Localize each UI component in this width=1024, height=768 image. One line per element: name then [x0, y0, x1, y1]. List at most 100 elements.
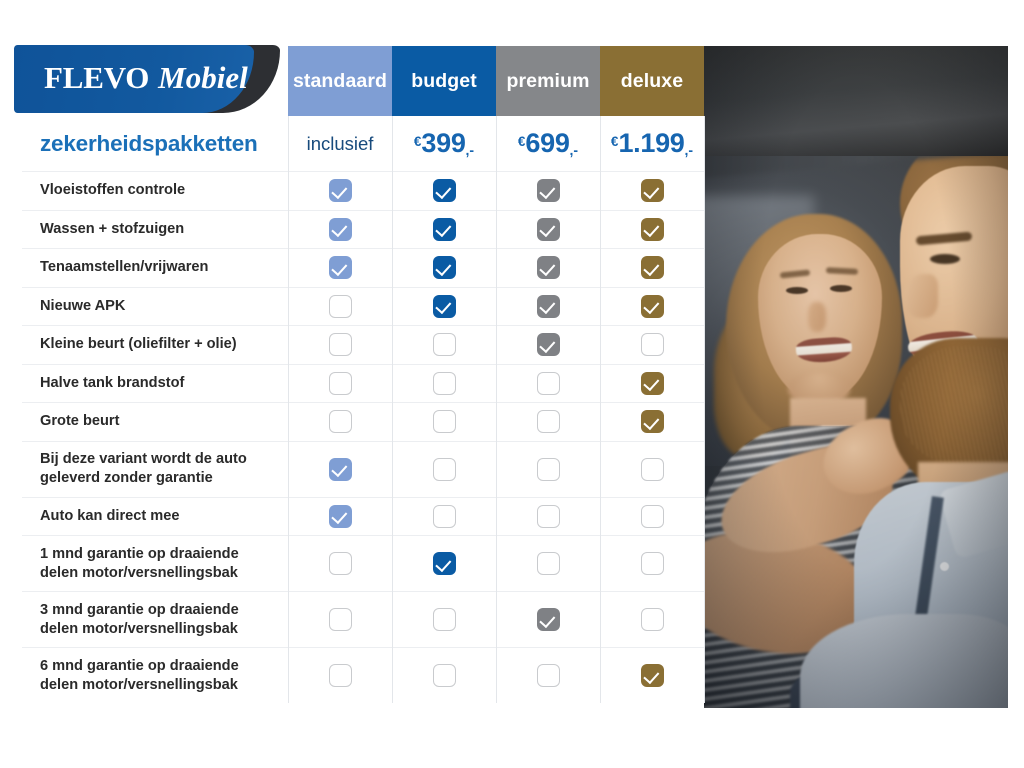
feature-cell-budget[interactable] [391, 440, 496, 497]
checkbox-unchecked-icon[interactable] [328, 608, 352, 631]
checkbox-unchecked-icon[interactable] [328, 664, 352, 687]
column-header-deluxe[interactable]: deluxe [600, 46, 704, 116]
checkbox-checked-icon[interactable] [640, 256, 664, 280]
feature-cell-premium[interactable] [495, 440, 600, 497]
checkbox-checked-icon[interactable] [432, 294, 456, 318]
checkbox-checked-icon[interactable] [640, 294, 664, 318]
feature-cell-budget[interactable] [391, 535, 496, 592]
checkbox-checked-icon[interactable] [536, 333, 560, 357]
checkbox-unchecked-icon[interactable] [328, 294, 352, 318]
feature-cell-standaard[interactable] [287, 535, 392, 592]
checkbox-unchecked-icon[interactable] [536, 664, 560, 687]
checkbox-unchecked-icon[interactable] [432, 410, 456, 434]
checkbox-unchecked-icon[interactable] [640, 457, 664, 481]
checkbox-checked-icon[interactable] [328, 217, 352, 241]
checkbox-unchecked-icon[interactable] [640, 552, 664, 575]
checkbox-unchecked-icon[interactable] [432, 504, 456, 528]
checkbox-checked-icon[interactable] [328, 504, 352, 528]
checkbox-unchecked-icon[interactable] [432, 333, 456, 357]
feature-cell-premium[interactable] [495, 363, 600, 403]
checkbox-unchecked-icon[interactable] [640, 333, 664, 357]
feature-cell-deluxe[interactable] [599, 440, 705, 497]
checkbox-checked-icon[interactable] [328, 179, 352, 203]
checkbox-checked-icon[interactable] [328, 457, 352, 481]
feature-cell-deluxe[interactable] [599, 171, 705, 210]
feature-cell-standaard[interactable] [287, 647, 392, 703]
checkbox-unchecked-icon[interactable] [432, 664, 456, 687]
feature-cell-deluxe[interactable] [599, 363, 705, 403]
feature-cell-standaard[interactable] [287, 171, 392, 210]
checkbox-unchecked-icon[interactable] [432, 371, 456, 395]
checkbox-unchecked-icon[interactable] [536, 504, 560, 528]
checkbox-unchecked-icon[interactable] [328, 552, 352, 575]
feature-cell-deluxe[interactable] [599, 591, 705, 648]
feature-cell-deluxe[interactable] [599, 325, 705, 364]
feature-cell-premium[interactable] [495, 325, 600, 364]
checkbox-checked-icon[interactable] [536, 256, 560, 280]
checkbox-checked-icon[interactable] [432, 179, 456, 203]
feature-cell-budget[interactable] [391, 591, 496, 648]
checkbox-unchecked-icon[interactable] [536, 410, 560, 434]
checkbox-checked-icon[interactable] [640, 217, 664, 241]
checkbox-unchecked-icon[interactable] [432, 608, 456, 631]
feature-cell-premium[interactable] [495, 171, 600, 210]
feature-cell-standaard[interactable] [287, 209, 392, 249]
checkbox-checked-icon[interactable] [536, 608, 560, 631]
feature-cell-premium[interactable] [495, 248, 600, 287]
column-header-budget[interactable]: budget [392, 46, 496, 116]
feature-cell-budget[interactable] [391, 248, 496, 287]
feature-cell-budget[interactable] [391, 209, 496, 249]
feature-cell-standaard[interactable] [287, 591, 392, 648]
checkbox-checked-icon[interactable] [536, 179, 560, 203]
feature-cell-standaard[interactable] [287, 286, 392, 326]
feature-cell-premium[interactable] [495, 209, 600, 249]
checkbox-unchecked-icon[interactable] [328, 371, 352, 395]
feature-cell-deluxe[interactable] [599, 402, 705, 441]
feature-cell-deluxe[interactable] [599, 496, 705, 536]
feature-cell-deluxe[interactable] [599, 647, 705, 703]
feature-cell-premium[interactable] [495, 402, 600, 441]
checkbox-unchecked-icon[interactable] [640, 608, 664, 631]
checkbox-unchecked-icon[interactable] [536, 457, 560, 481]
checkbox-checked-icon[interactable] [536, 217, 560, 241]
feature-cell-deluxe[interactable] [599, 286, 705, 326]
checkbox-unchecked-icon[interactable] [328, 410, 352, 434]
column-header-premium[interactable]: premium [496, 46, 600, 116]
feature-cell-budget[interactable] [391, 171, 496, 210]
feature-cell-premium[interactable] [495, 647, 600, 703]
feature-cell-budget[interactable] [391, 402, 496, 441]
feature-cell-standaard[interactable] [287, 363, 392, 403]
checkbox-unchecked-icon[interactable] [536, 371, 560, 395]
checkbox-checked-icon[interactable] [432, 552, 456, 575]
feature-cell-standaard[interactable] [287, 402, 392, 441]
feature-cell-deluxe[interactable] [599, 535, 705, 592]
feature-cell-budget[interactable] [391, 325, 496, 364]
feature-cell-deluxe[interactable] [599, 209, 705, 249]
checkbox-unchecked-icon[interactable] [536, 552, 560, 575]
feature-cell-standaard[interactable] [287, 248, 392, 287]
feature-cell-premium[interactable] [495, 535, 600, 592]
feature-cell-budget[interactable] [391, 496, 496, 536]
checkbox-unchecked-icon[interactable] [432, 457, 456, 481]
checkbox-checked-icon[interactable] [432, 217, 456, 241]
feature-cell-deluxe[interactable] [599, 248, 705, 287]
column-header-standaard[interactable]: standaard [288, 46, 392, 116]
feature-cell-budget[interactable] [391, 363, 496, 403]
checkbox-checked-icon[interactable] [640, 664, 664, 687]
feature-cell-standaard[interactable] [287, 440, 392, 497]
feature-cell-premium[interactable] [495, 591, 600, 648]
feature-cell-standaard[interactable] [287, 325, 392, 364]
checkbox-checked-icon[interactable] [640, 410, 664, 434]
checkbox-checked-icon[interactable] [432, 256, 456, 280]
checkbox-checked-icon[interactable] [640, 371, 664, 395]
feature-cell-standaard[interactable] [287, 496, 392, 536]
feature-cell-budget[interactable] [391, 286, 496, 326]
feature-cell-premium[interactable] [495, 496, 600, 536]
checkbox-unchecked-icon[interactable] [640, 504, 664, 528]
checkbox-unchecked-icon[interactable] [328, 333, 352, 357]
feature-cell-budget[interactable] [391, 647, 496, 703]
feature-cell-premium[interactable] [495, 286, 600, 326]
checkbox-checked-icon[interactable] [328, 256, 352, 280]
checkbox-checked-icon[interactable] [536, 294, 560, 318]
checkbox-checked-icon[interactable] [640, 179, 664, 203]
